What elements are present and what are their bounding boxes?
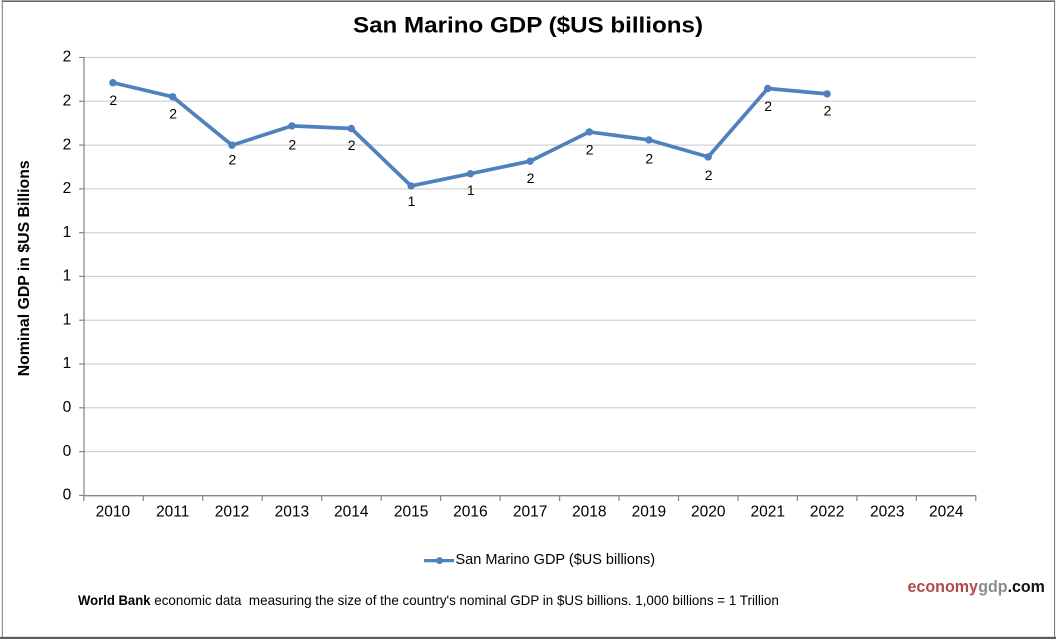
svg-text:San Marino GDP ($US billions): San Marino GDP ($US billions) [456,552,656,568]
svg-text:0: 0 [63,487,72,504]
svg-text:2011: 2011 [156,504,189,521]
svg-text:2: 2 [229,152,237,168]
svg-text:2: 2 [63,180,72,197]
svg-text:1: 1 [467,182,475,198]
svg-text:2017: 2017 [513,504,547,521]
svg-text:Nominal GDP in $US Billions: Nominal GDP in $US Billions [16,160,33,376]
svg-text:2020: 2020 [691,504,726,521]
svg-text:0: 0 [63,443,72,460]
svg-text:2: 2 [527,170,535,186]
svg-text:2: 2 [169,106,177,122]
svg-text:economic data measuring the s: economic data measuring the size of the … [151,592,779,608]
svg-text:2022: 2022 [810,504,844,521]
svg-text:2: 2 [348,137,356,153]
svg-text:2012: 2012 [215,504,249,521]
svg-text:2: 2 [645,151,653,167]
svg-text:economy: economy [908,577,979,596]
svg-text:1: 1 [63,268,72,285]
svg-text:2: 2 [764,98,772,114]
svg-text:2: 2 [288,136,296,152]
svg-text:2: 2 [109,92,117,108]
svg-text:1: 1 [63,311,72,328]
svg-text:San Marino GDP ($US billions): San Marino GDP ($US billions) [353,13,703,38]
svg-text:1: 1 [63,224,72,241]
svg-text:2: 2 [63,93,72,110]
svg-text:2021: 2021 [750,504,784,521]
svg-text:2015: 2015 [394,504,428,521]
svg-text:2024: 2024 [929,504,964,521]
svg-text:2: 2 [705,167,713,183]
svg-text:.com: .com [1008,577,1045,596]
svg-text:gdp: gdp [978,577,1007,596]
svg-text:2: 2 [824,103,832,119]
svg-text:2016: 2016 [453,504,487,521]
svg-text:1: 1 [63,355,72,372]
svg-text:2014: 2014 [334,504,369,521]
svg-text:2: 2 [63,136,72,153]
svg-text:0: 0 [63,399,72,416]
svg-text:2023: 2023 [870,504,904,521]
svg-text:2013: 2013 [275,504,309,521]
svg-text:2019: 2019 [632,504,666,521]
svg-text:World Bank: World Bank [78,592,151,608]
svg-text:2: 2 [586,142,594,158]
svg-text:2: 2 [63,49,72,66]
svg-text:1: 1 [408,193,416,209]
svg-text:2018: 2018 [572,504,606,521]
svg-text:2010: 2010 [96,504,131,521]
